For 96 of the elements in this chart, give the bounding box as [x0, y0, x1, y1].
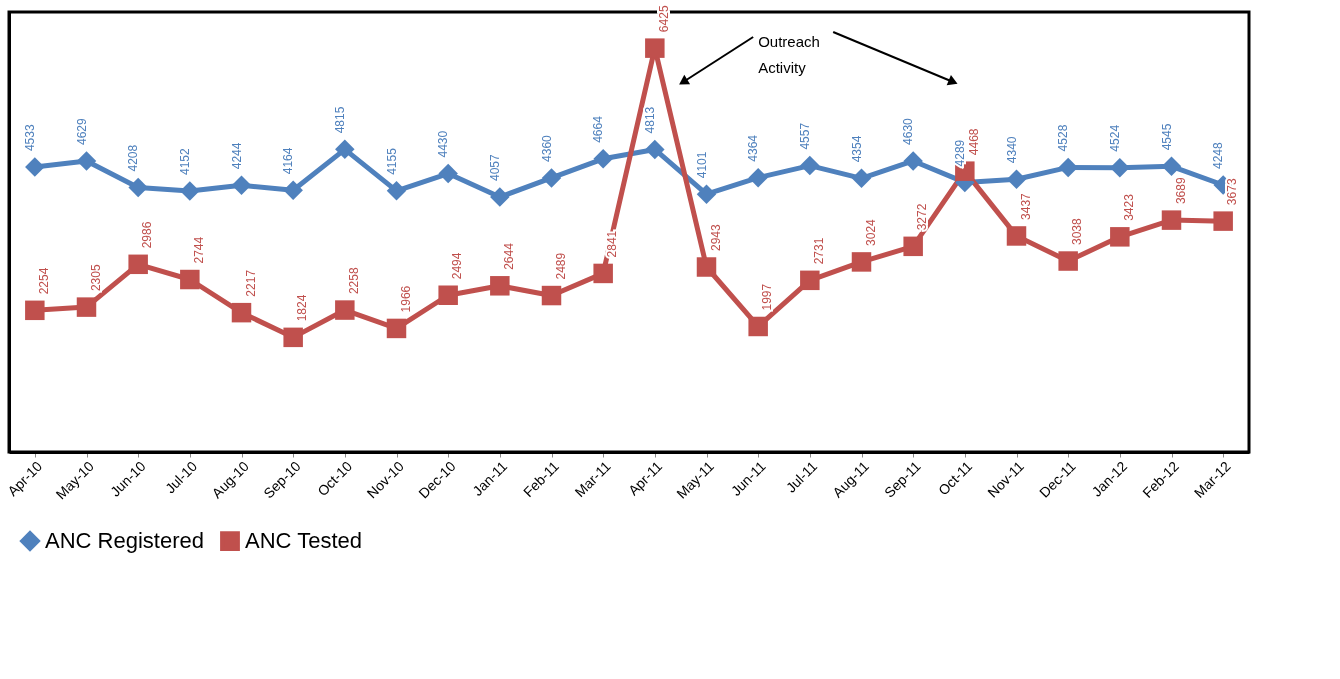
point — [696, 257, 717, 277]
point — [283, 327, 303, 348]
data-label: 2305 — [88, 264, 103, 292]
data-label: 3038 — [1070, 218, 1085, 246]
point — [903, 236, 923, 257]
data-label: 4155 — [384, 147, 399, 175]
data-label: 4815 — [332, 106, 347, 134]
data-label: 2644 — [501, 242, 516, 270]
point — [335, 139, 355, 160]
data-label: 4557 — [797, 122, 812, 150]
data-label: 3689 — [1173, 177, 1188, 205]
data-label: 2943 — [708, 223, 723, 252]
annotation: Outreach Activity — [758, 33, 820, 76]
data-label: 3423 — [1121, 193, 1136, 221]
point — [1161, 156, 1182, 177]
point — [645, 38, 665, 58]
data-label: 2258 — [346, 267, 361, 295]
data-label: 2489 — [553, 252, 568, 280]
point — [541, 168, 562, 188]
data-label: 2841 — [605, 230, 620, 258]
point — [748, 167, 768, 188]
data-label: 4524 — [1107, 124, 1122, 152]
point — [231, 175, 252, 195]
data-label: 4629 — [74, 118, 89, 146]
data-label: 4630 — [901, 117, 916, 145]
data-label: 3437 — [1018, 192, 1033, 220]
point — [1161, 210, 1182, 230]
data-label: 4528 — [1056, 124, 1071, 152]
data-label: 4545 — [1159, 123, 1174, 151]
legend-label: ANC Tested — [245, 528, 362, 554]
data-label: 4354 — [849, 135, 864, 163]
data-label: 4244 — [229, 142, 244, 170]
data-label: 4164 — [281, 147, 296, 175]
point — [180, 269, 200, 290]
data-label: 2254 — [36, 267, 51, 295]
point — [25, 300, 45, 321]
data-label: 2494 — [450, 252, 465, 280]
point — [1110, 157, 1130, 178]
data-label: 3673 — [1225, 178, 1240, 206]
point — [128, 254, 148, 275]
data-label: 4057 — [487, 153, 502, 181]
point — [800, 155, 820, 176]
data-label: 2986 — [140, 221, 155, 249]
data-label: 4664 — [591, 115, 606, 143]
point — [1058, 157, 1078, 178]
point — [386, 318, 407, 339]
point — [1058, 251, 1078, 271]
data-label: 4340 — [1004, 136, 1019, 164]
data-label: 2217 — [243, 269, 258, 297]
point — [748, 316, 768, 337]
point — [180, 181, 200, 201]
point — [335, 300, 355, 320]
point — [438, 285, 458, 305]
point — [386, 181, 407, 201]
data-label: 4248 — [1211, 141, 1226, 169]
data-label: 4813 — [642, 106, 657, 134]
point — [903, 151, 923, 171]
point — [1006, 169, 1027, 189]
data-label: 4289 — [952, 139, 967, 167]
point — [645, 139, 665, 160]
data-label: 2744 — [191, 236, 206, 264]
point — [593, 263, 613, 284]
data-label: 4364 — [746, 134, 761, 162]
data-label: 1997 — [760, 283, 775, 311]
point — [25, 157, 45, 177]
point — [1213, 211, 1233, 231]
point — [541, 285, 562, 306]
data-label: 4430 — [436, 130, 451, 158]
data-label: 4533 — [22, 124, 37, 152]
point — [851, 168, 872, 189]
point — [128, 177, 148, 198]
data-label: 1966 — [398, 285, 413, 313]
point — [76, 297, 97, 317]
point — [593, 149, 613, 169]
point — [800, 270, 820, 291]
point — [283, 180, 303, 201]
point — [1110, 227, 1130, 247]
data-label: 4101 — [694, 151, 709, 179]
data-label: 2731 — [811, 237, 826, 265]
data-label: 4208 — [126, 144, 141, 172]
point — [76, 151, 97, 171]
data-label: 4360 — [539, 134, 554, 162]
data-label: 4152 — [177, 148, 192, 176]
point — [490, 187, 510, 207]
data-label: 4468 — [966, 128, 981, 156]
point — [231, 302, 252, 323]
data-label: 3272 — [915, 203, 930, 231]
data-label: 1824 — [295, 294, 310, 322]
point — [1006, 226, 1027, 246]
data-label: 6425 — [656, 5, 671, 33]
data-label: 3024 — [863, 218, 878, 246]
point — [490, 276, 510, 296]
legend-label: ANC Registered — [45, 528, 204, 554]
point — [438, 163, 458, 184]
point — [696, 184, 717, 204]
point — [851, 252, 872, 272]
